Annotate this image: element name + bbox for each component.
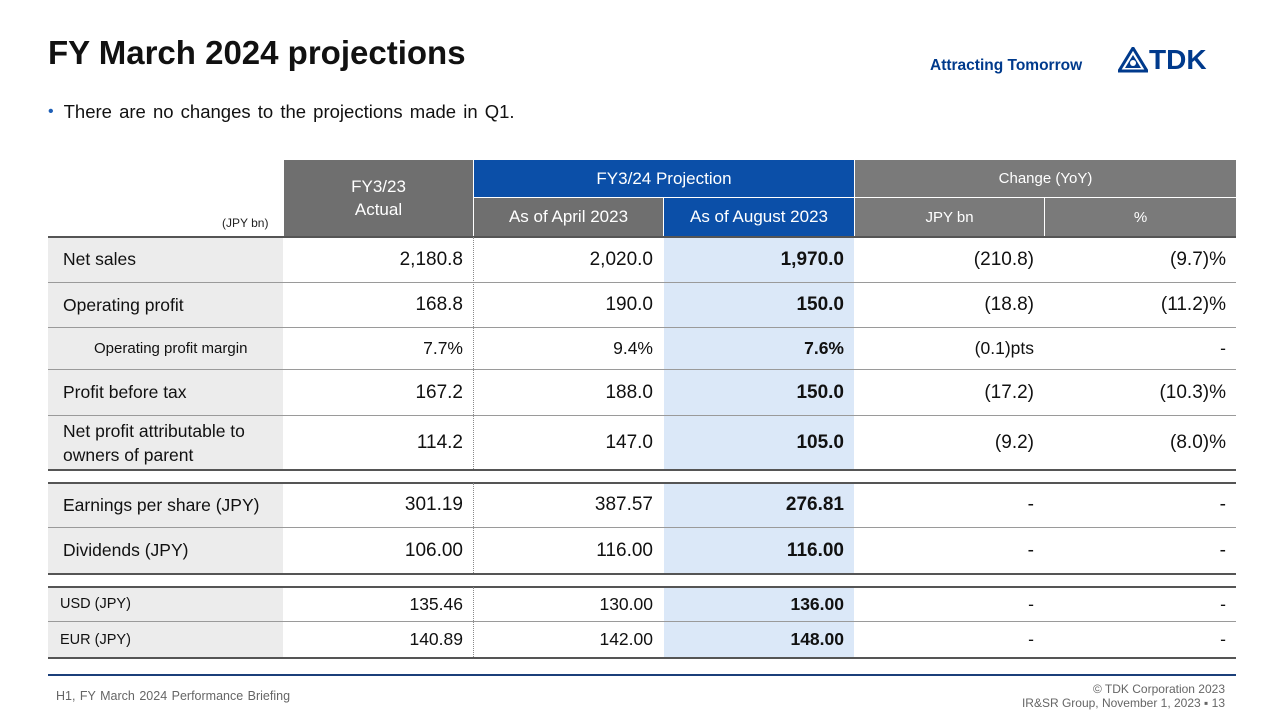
bullet-text: There are no changes to the projections … xyxy=(63,101,515,122)
cell-chg-jpy: - xyxy=(1027,494,1034,515)
cell-actual: 301.19 xyxy=(404,494,463,515)
cell-chg-jpy: (9.2) xyxy=(994,431,1034,453)
header-april: As of April 2023 xyxy=(474,198,663,236)
tdk-emblem-icon xyxy=(1118,47,1148,73)
footer-presentation-title: H1, FY March 2024 Performance Briefing xyxy=(56,689,291,703)
cell-april: 130.00 xyxy=(599,593,653,614)
table-rule xyxy=(48,527,1236,528)
row-label-net-profit-line2: owners of parent xyxy=(63,444,194,465)
cell-august: 105.0 xyxy=(664,416,854,469)
cell-actual: 2,180.8 xyxy=(399,248,463,270)
cell-august: 136.00 xyxy=(664,587,854,621)
table-rule xyxy=(48,282,1236,283)
cell-august: 276.81 xyxy=(664,483,854,527)
page-number: 13 xyxy=(1211,696,1225,710)
row-label-usd: USD (JPY) xyxy=(48,587,283,621)
cell-chg-pct: (10.3)% xyxy=(1159,381,1226,403)
header-fy23-line2: Actual xyxy=(354,200,403,219)
cell-actual: 167.2 xyxy=(415,381,463,403)
cell-april: 2,020.0 xyxy=(589,248,653,270)
row-label-profit-before-tax: Profit before tax xyxy=(48,370,283,415)
table-rule xyxy=(48,369,1236,370)
cell-actual: 168.8 xyxy=(415,294,463,315)
cell-august: 150.0 xyxy=(664,283,854,327)
row-label-eps: Earnings per share (JPY) xyxy=(48,483,283,527)
table-rule xyxy=(48,236,1236,238)
column-divider xyxy=(473,237,474,469)
row-label-net-profit-line1: Net profit attributable to xyxy=(63,420,245,441)
cell-april: 147.0 xyxy=(605,431,653,453)
cell-august: 150.0 xyxy=(664,370,854,415)
cell-actual: 135.46 xyxy=(409,593,463,614)
cell-chg-jpy: (210.8) xyxy=(973,248,1034,270)
footer-copyright: © TDK Corporation 2023 xyxy=(1092,682,1225,696)
cell-actual: 106.00 xyxy=(404,539,463,561)
header-fy23-line1: FY3/23 xyxy=(351,177,406,196)
cell-chg-jpy: - xyxy=(1027,539,1034,561)
cell-chg-pct: (8.0)% xyxy=(1170,431,1226,453)
cell-april: 188.0 xyxy=(605,381,653,403)
cell-chg-pct: (9.7)% xyxy=(1170,248,1226,270)
cell-chg-jpy: - xyxy=(1028,629,1034,649)
bullet-dot-icon: • xyxy=(48,103,54,120)
row-label-operating-profit: Operating profit xyxy=(48,283,283,327)
column-divider xyxy=(473,587,474,657)
table-rule xyxy=(48,586,1236,588)
cell-chg-jpy: - xyxy=(1028,593,1034,614)
cell-chg-pct: - xyxy=(1219,539,1226,561)
cell-chg-pct: - xyxy=(1220,338,1226,358)
cell-april: 190.0 xyxy=(605,294,653,315)
bullet-item: • There are no changes to the projection… xyxy=(48,101,515,123)
column-divider xyxy=(473,483,474,573)
cell-chg-pct: - xyxy=(1219,494,1226,515)
table-rule xyxy=(48,621,1236,622)
footer-separator-icon: ▪ xyxy=(1204,696,1212,710)
header-fy23-actual: FY3/23 Actual xyxy=(284,160,473,236)
cell-april: 116.00 xyxy=(596,539,653,561)
cell-chg-pct: - xyxy=(1220,593,1226,614)
brand-tagline: Attracting Tomorrow xyxy=(930,57,1083,74)
table-rule xyxy=(48,327,1236,328)
cell-april: 387.57 xyxy=(594,494,653,515)
table-rule xyxy=(48,415,1236,416)
logo-text: TDK xyxy=(1149,44,1207,75)
table-rule xyxy=(48,482,1236,484)
cell-chg-jpy: (17.2) xyxy=(984,381,1034,403)
cell-august: 116.00 xyxy=(664,528,854,573)
row-label-dividends: Dividends (JPY) xyxy=(48,528,283,573)
cell-actual: 114.2 xyxy=(416,431,463,453)
cell-chg-jpy: (18.8) xyxy=(984,294,1034,315)
tdk-logo: TDK xyxy=(1118,46,1207,74)
row-label-operating-margin: Operating profit margin xyxy=(48,328,283,369)
header-projection: FY3/24 Projection xyxy=(474,160,854,197)
header-change: Change (YoY) xyxy=(855,160,1236,197)
cell-april: 142.00 xyxy=(599,629,653,649)
cell-chg-pct: (11.2)% xyxy=(1160,294,1226,315)
cell-chg-pct: - xyxy=(1220,629,1226,649)
header-august: As of August 2023 xyxy=(664,198,854,236)
row-label-eur: EUR (JPY) xyxy=(48,622,283,657)
cell-august: 7.6% xyxy=(664,328,854,369)
cell-chg-jpy: (0.1)pts xyxy=(974,338,1034,358)
cell-actual: 140.89 xyxy=(409,629,463,649)
header-change-pct: % xyxy=(1045,198,1236,236)
cell-actual: 7.7% xyxy=(423,338,463,358)
footer-rule xyxy=(48,674,1236,676)
row-label-net-sales: Net sales xyxy=(48,237,283,282)
row-label-net-profit: Net profit attributable to owners of par… xyxy=(48,416,283,469)
table-rule xyxy=(48,469,1236,471)
unit-label: (JPY bn) xyxy=(222,216,269,230)
header-change-jpy: JPY bn xyxy=(855,198,1044,236)
cell-august: 148.00 xyxy=(664,622,854,657)
page-title: FY March 2024 projections xyxy=(48,34,466,71)
table-rule xyxy=(48,573,1236,575)
footer-dept: IR&SR Group, November 1, 2023 xyxy=(1021,696,1201,710)
footer-dept-page: IR&SR Group, November 1, 2023 ▪ 13 xyxy=(1022,696,1225,710)
table-rule xyxy=(48,657,1236,659)
cell-april: 9.4% xyxy=(613,338,653,358)
cell-august: 1,970.0 xyxy=(664,237,854,282)
